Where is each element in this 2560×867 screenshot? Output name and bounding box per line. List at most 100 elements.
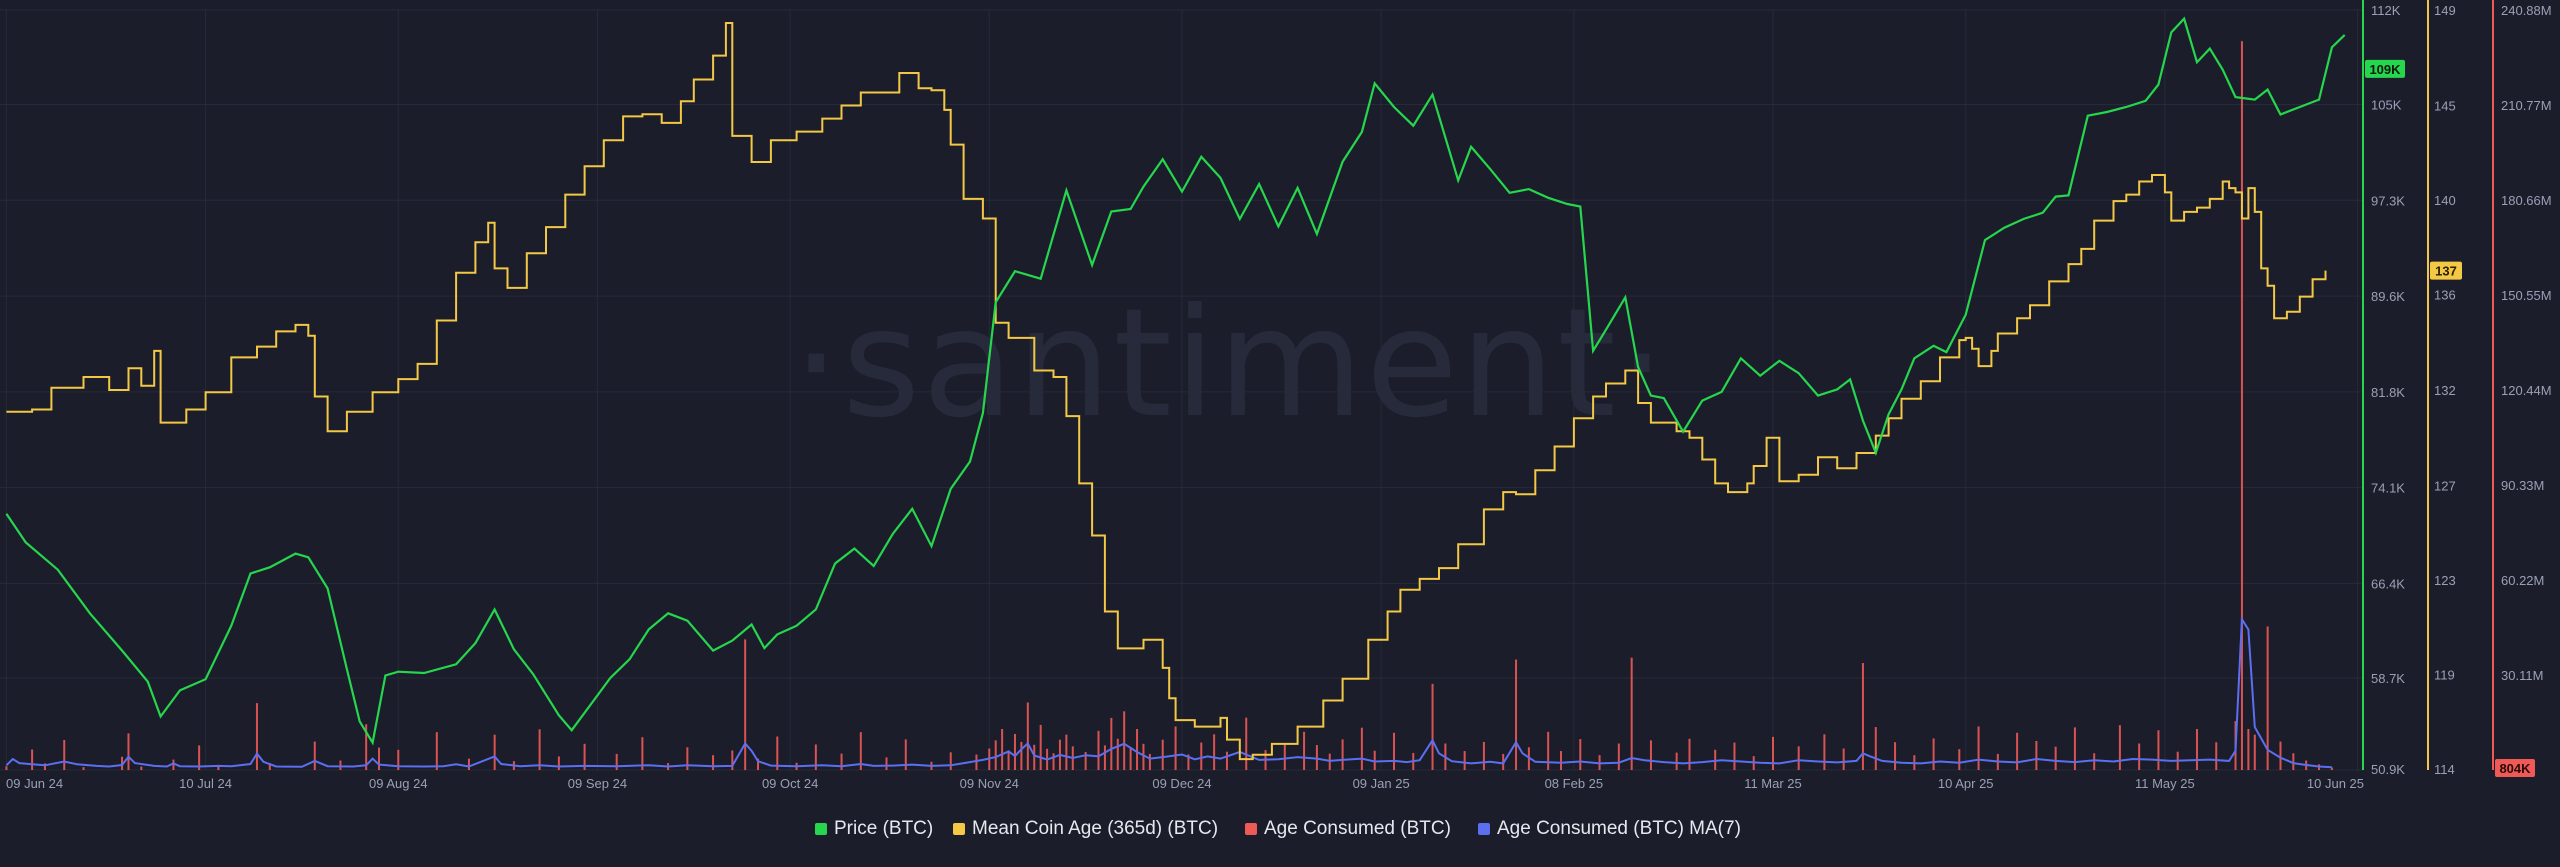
age-consumed-bar xyxy=(1136,728,1139,770)
age-consumed-bar xyxy=(2093,753,2096,770)
x-axis-tick-label: 09 Jan 25 xyxy=(1353,776,1410,791)
age-consumed-bar xyxy=(2240,41,2243,771)
x-axis-tick-label: 09 Aug 24 xyxy=(369,776,428,791)
age-consumed-bar xyxy=(1360,727,1363,770)
age-consumed-bar xyxy=(268,763,271,770)
age-consumed-last-value-badge: 804K xyxy=(2499,761,2531,776)
age-consumed-bar xyxy=(397,749,400,770)
age-consumed-bar xyxy=(615,753,618,770)
price-axis-tick-label: 58.7K xyxy=(2371,671,2405,686)
age-consumed-bar xyxy=(467,758,470,770)
mean-coin-age-axis-tick-label: 149 xyxy=(2434,3,2456,18)
age-consumed-bar xyxy=(2292,753,2295,770)
age-consumed-bar xyxy=(1579,739,1582,770)
age-consumed-bar xyxy=(2266,626,2269,770)
age-consumed-bar xyxy=(1007,750,1010,770)
age-consumed-bar xyxy=(1482,741,1485,770)
age-consumed-bar xyxy=(1463,751,1466,770)
mean-coin-age-axis-tick-label: 119 xyxy=(2434,667,2455,682)
age-consumed-bar xyxy=(172,759,175,770)
age-consumed-bar xyxy=(557,756,560,770)
mean-coin-age-axis-tick-label: 127 xyxy=(2434,479,2456,494)
x-axis-tick-label: 10 Apr 25 xyxy=(1938,776,1994,791)
x-axis-tick-label: 09 Dec 24 xyxy=(1152,776,1211,791)
age-consumed-bar xyxy=(1797,746,1800,770)
mean-coin-age-axis-tick-label: 132 xyxy=(2434,383,2456,398)
age-consumed-bar xyxy=(1161,739,1164,770)
age-consumed-axis-tick-label: 180.66M xyxy=(2501,193,2552,208)
price-axis-tick-label: 89.6K xyxy=(2371,289,2405,304)
age-consumed-bar xyxy=(2073,727,2076,770)
age-consumed-bar xyxy=(885,757,888,770)
age-consumed-axis-tick-label: 60.22M xyxy=(2501,573,2544,588)
x-axis-tick-label: 10 Jul 24 xyxy=(179,776,232,791)
age-consumed-bar xyxy=(949,752,952,770)
x-axis-tick-label: 10 Jun 25 xyxy=(2307,776,2364,791)
price-last-value-badge: 109K xyxy=(2369,62,2401,77)
age-consumed-axis-tick-label: 90.33M xyxy=(2501,478,2544,493)
age-consumed-bar xyxy=(1617,743,1620,770)
age-consumed-bar xyxy=(1823,734,1826,770)
age-consumed-bar xyxy=(2279,741,2282,770)
axes: 112K 105K 97.3K 89.6K 81.8K 74.1K 66.4K 58.7K 50… xyxy=(6,0,2552,791)
age-consumed-bar xyxy=(1560,751,1563,770)
mean-coin-age-axis-tick-label: 114 xyxy=(2434,762,2455,777)
age-consumed-bar xyxy=(1373,750,1376,770)
age-consumed-bar xyxy=(1245,717,1248,770)
age-consumed-bar xyxy=(1303,731,1306,770)
age-consumed-bar xyxy=(1547,731,1550,770)
age-consumed-bar xyxy=(859,732,862,770)
age-consumed-bar xyxy=(1026,702,1029,770)
legend-swatch-age_consumed xyxy=(1245,823,1257,835)
age-consumed-bar xyxy=(2138,743,2141,770)
age-consumed-bar xyxy=(365,724,368,770)
x-axis-tick-label: 08 Feb 25 xyxy=(1545,776,1604,791)
age-consumed-bar xyxy=(904,739,907,770)
age-consumed-bar xyxy=(641,737,644,770)
age-consumed-bar xyxy=(1065,734,1068,770)
age-consumed-bar xyxy=(1052,753,1055,770)
age-consumed-bar xyxy=(776,736,779,770)
age-consumed-bar xyxy=(1688,738,1691,770)
price-line xyxy=(5,16,2346,746)
price-axis-tick-label: 97.3K xyxy=(2371,193,2405,208)
age-consumed-bar xyxy=(2035,740,2038,770)
legend-swatch-age_consumed_ma xyxy=(1478,823,1490,835)
age-consumed-bar xyxy=(994,740,997,770)
age-consumed-bar xyxy=(1142,743,1145,770)
age-consumed-bar xyxy=(2016,732,2019,770)
x-axis-tick-label: 09 Oct 24 xyxy=(762,776,818,791)
age-consumed-bar xyxy=(1842,748,1845,770)
age-consumed-bar xyxy=(1283,743,1286,770)
mean-coin-age-axis-tick-label: 136 xyxy=(2434,287,2456,302)
legend-label-age_consumed_ma: Age Consumed (BTC) MA(7) xyxy=(1497,818,1741,839)
age-consumed-bar xyxy=(339,760,342,770)
mean-coin-age-last-value-badge: 137 xyxy=(2435,264,2457,279)
age-consumed-bar xyxy=(2157,730,2160,770)
age-consumed-bar xyxy=(975,754,978,770)
age-consumed-axis-tick-label: 120.44M xyxy=(2501,383,2552,398)
age-consumed-bar xyxy=(2215,742,2218,770)
age-consumed-bar xyxy=(5,766,8,770)
age-consumed-bar xyxy=(2118,725,2121,770)
age-consumed-bar xyxy=(31,749,34,770)
age-consumed-bar xyxy=(313,741,316,770)
age-consumed-bar xyxy=(2054,746,2057,770)
age-consumed-bar xyxy=(82,767,85,770)
age-consumed-axis-tick-label: 210.77M xyxy=(2501,98,2552,113)
x-axis-tick-label: 09 Nov 24 xyxy=(960,776,1019,791)
age-consumed-bar xyxy=(1103,745,1106,770)
age-consumed-bar xyxy=(1630,657,1633,770)
mean-coin-age-line xyxy=(6,22,2327,761)
age-consumed-bar xyxy=(1225,751,1228,770)
mean-coin-age-axis-tick-label: 140 xyxy=(2434,193,2456,208)
age-consumed-bar xyxy=(1431,683,1434,770)
age-consumed-bar xyxy=(2253,734,2256,770)
age-consumed-bar xyxy=(198,745,201,770)
age-consumed-bar xyxy=(583,743,586,770)
legend: Price (BTC) Mean Coin Age (365d) (BTC) Age… xyxy=(815,818,1741,839)
price-axis-tick-label: 50.9K xyxy=(2371,762,2405,777)
age-consumed-bar xyxy=(1097,730,1100,770)
mean-coin-age-axis-tick-label: 123 xyxy=(2434,573,2456,588)
legend-swatch-mean_coin_age xyxy=(953,823,965,835)
